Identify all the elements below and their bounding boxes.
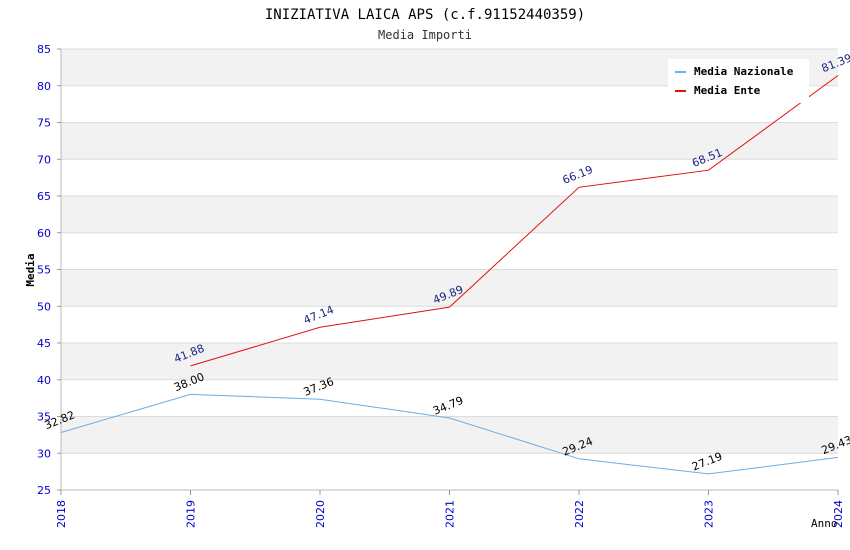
y-tick-label: 60 <box>37 227 51 240</box>
y-tick-label: 35 <box>37 411 51 424</box>
legend-label: Media Ente <box>694 84 761 97</box>
y-tick-label: 85 <box>37 43 51 56</box>
legend: Media Nazionale Media Ente <box>668 59 809 103</box>
y-tick-label: 65 <box>37 190 51 203</box>
y-axis-ticks: 25 30 35 40 45 50 55 60 65 70 75 80 85 <box>37 43 61 497</box>
data-label: 34.79 <box>431 394 465 418</box>
x-tick-label: 2018 <box>55 500 68 528</box>
plot-band <box>61 343 838 380</box>
x-tick-label: 2022 <box>573 500 586 528</box>
chart-title: INIZIATIVA LAICA APS (c.f.91152440359) <box>265 7 585 23</box>
legend-label: Media Nazionale <box>694 65 794 78</box>
y-tick-label: 55 <box>37 264 51 277</box>
plot-band <box>61 269 838 307</box>
y-tick-label: 40 <box>37 374 51 387</box>
y-tick-label: 30 <box>37 447 51 460</box>
x-axis-label: Anno <box>811 517 838 530</box>
series-line-1 <box>190 75 839 367</box>
y-tick-label: 75 <box>37 117 51 130</box>
y-axis-label: Media <box>24 253 37 286</box>
x-axis-ticks: 2018 2019 2020 2021 2022 2023 2024 <box>55 490 845 528</box>
y-tick-label: 25 <box>37 484 51 497</box>
x-tick-label: 2023 <box>703 500 716 528</box>
x-tick-label: 2019 <box>185 500 198 528</box>
plot-band <box>61 196 838 233</box>
y-tick-label: 70 <box>37 153 51 166</box>
y-tick-label: 50 <box>37 300 51 313</box>
series-line-0 <box>60 393 839 475</box>
x-tick-label: 2021 <box>444 500 457 528</box>
y-tick-label: 45 <box>37 337 51 350</box>
x-tick-label: 2024 <box>832 500 845 528</box>
plot-band <box>61 416 838 454</box>
series-lines <box>60 75 839 475</box>
legend-background <box>668 59 809 103</box>
x-tick-label: 2020 <box>314 500 327 528</box>
y-tick-label: 80 <box>37 80 51 93</box>
plot-band <box>61 122 838 160</box>
chart-subtitle: Media Importi <box>378 28 472 42</box>
data-label: 66.19 <box>561 163 595 187</box>
